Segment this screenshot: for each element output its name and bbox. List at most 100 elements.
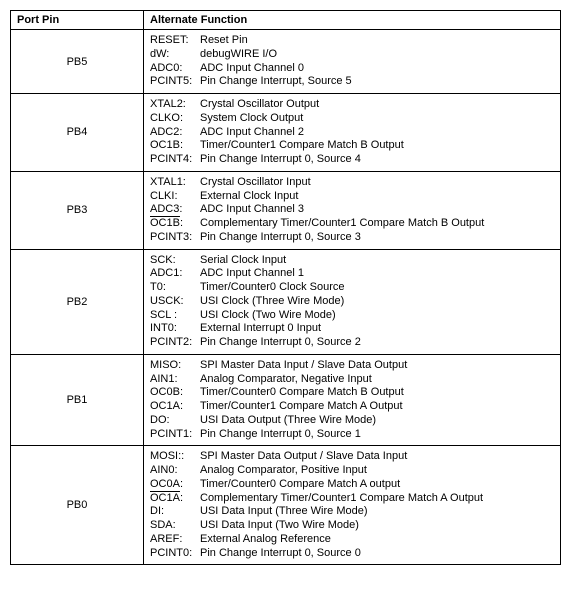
signal-name: MISO: — [150, 359, 200, 373]
function-line: AIN0:Analog Comparator, Positive Input — [150, 464, 554, 478]
signal-description: ADC Input Channel 0 — [200, 62, 304, 76]
port-pin-cell: PB1 — [11, 354, 144, 446]
signal-name: PCINT0: — [150, 547, 200, 561]
signal-name: PCINT3: — [150, 231, 200, 245]
signal-description: Timer/Counter1 Compare Match B Output — [200, 139, 404, 153]
signal-name: SDA: — [150, 519, 200, 533]
signal-description: External Interrupt 0 Input — [200, 322, 321, 336]
signal-name: T0: — [150, 281, 200, 295]
signal-name: CLKO: — [150, 112, 200, 126]
signal-name: USCK: — [150, 295, 200, 309]
signal-name: SCL : — [150, 309, 200, 323]
signal-name: PCINT5: — [150, 75, 200, 89]
signal-description: External Analog Reference — [200, 533, 331, 547]
function-line: OC1A:Complementary Timer/Counter1 Compar… — [150, 492, 554, 506]
function-line: MISO:SPI Master Data Input / Slave Data … — [150, 359, 554, 373]
signal-description: System Clock Output — [200, 112, 303, 126]
signal-description: Analog Comparator, Negative Input — [200, 373, 372, 387]
function-line: INT0:External Interrupt 0 Input — [150, 322, 554, 336]
function-line: PCINT4:Pin Change Interrupt 0, Source 4 — [150, 153, 554, 167]
signal-description: SPI Master Data Input / Slave Data Outpu… — [200, 359, 407, 373]
signal-description: USI Clock (Three Wire Mode) — [200, 295, 344, 309]
function-line: RESET:Reset Pin — [150, 34, 554, 48]
function-line: ADC2:ADC Input Channel 2 — [150, 126, 554, 140]
alternate-function-cell: MOSI::SPI Master Data Output / Slave Dat… — [144, 446, 561, 565]
signal-name: OC1A: — [150, 400, 200, 414]
signal-name: PCINT4: — [150, 153, 200, 167]
function-line: ADC1:ADC Input Channel 1 — [150, 267, 554, 281]
function-line: PCINT2:Pin Change Interrupt 0, Source 2 — [150, 336, 554, 350]
function-line: SCK:Serial Clock Input — [150, 254, 554, 268]
signal-name: AIN0: — [150, 464, 200, 478]
header-alternate-function: Alternate Function — [144, 11, 561, 30]
signal-name: dW: — [150, 48, 200, 62]
signal-name: INT0: — [150, 322, 200, 336]
function-line: PCINT0:Pin Change Interrupt 0, Source 0 — [150, 547, 554, 561]
function-line: CLKO:System Clock Output — [150, 112, 554, 126]
signal-description: Timer/Counter0 Compare Match A output — [200, 478, 400, 492]
function-line: ADC3:ADC Input Channel 3 — [150, 203, 554, 217]
table-row: PB3XTAL1:Crystal Oscillator InputCLKI:Ex… — [11, 171, 561, 249]
signal-name: ADC2: — [150, 126, 200, 140]
signal-name: OC1B: — [150, 139, 200, 153]
signal-description: Timer/Counter0 Compare Match B Output — [200, 386, 404, 400]
function-line: T0:Timer/Counter0 Clock Source — [150, 281, 554, 295]
function-line: PCINT5:Pin Change Interrupt, Source 5 — [150, 75, 554, 89]
port-pin-cell: PB2 — [11, 249, 144, 354]
alternate-function-cell: XTAL2:Crystal Oscillator OutputCLKO:Syst… — [144, 94, 561, 172]
function-line: USCK:USI Clock (Three Wire Mode) — [150, 295, 554, 309]
signal-description: USI Data Output (Three Wire Mode) — [200, 414, 376, 428]
function-line: XTAL2:Crystal Oscillator Output — [150, 98, 554, 112]
function-line: OC1A:Timer/Counter1 Compare Match A Outp… — [150, 400, 554, 414]
signal-name: MOSI:: — [150, 450, 200, 464]
signal-name: DO: — [150, 414, 200, 428]
function-line: XTAL1:Crystal Oscillator Input — [150, 176, 554, 190]
signal-description: Timer/Counter1 Compare Match A Output — [200, 400, 403, 414]
signal-description: Reset Pin — [200, 34, 248, 48]
signal-description: Crystal Oscillator Input — [200, 176, 311, 190]
signal-description: ADC Input Channel 3 — [200, 203, 304, 217]
signal-name: DI: — [150, 505, 200, 519]
port-pin-cell: PB4 — [11, 94, 144, 172]
signal-name: OC0B: — [150, 386, 200, 400]
signal-name: XTAL1: — [150, 176, 200, 190]
port-pin-cell: PB0 — [11, 446, 144, 565]
pin-function-table: Port Pin Alternate Function PB5RESET:Res… — [10, 10, 561, 565]
signal-name: RESET: — [150, 34, 200, 48]
function-line: PCINT3:Pin Change Interrupt 0, Source 3 — [150, 231, 554, 245]
signal-description: Analog Comparator, Positive Input — [200, 464, 367, 478]
function-line: CLKI:External Clock Input — [150, 190, 554, 204]
signal-description: SPI Master Data Output / Slave Data Inpu… — [200, 450, 407, 464]
header-port-pin: Port Pin — [11, 11, 144, 30]
function-line: AIN1:Analog Comparator, Negative Input — [150, 373, 554, 387]
alternate-function-cell: MISO:SPI Master Data Input / Slave Data … — [144, 354, 561, 446]
function-line: PCINT1:Pin Change Interrupt 0, Source 1 — [150, 428, 554, 442]
signal-name: ADC1: — [150, 267, 200, 281]
table-row: PB0 MOSI::SPI Master Data Output / Slave … — [11, 446, 561, 565]
signal-name: AREF: — [150, 533, 200, 547]
signal-description: Pin Change Interrupt 0, Source 2 — [200, 336, 361, 350]
function-line: OC0B:Timer/Counter0 Compare Match B Outp… — [150, 386, 554, 400]
alternate-function-cell: RESET:Reset PindW:debugWIRE I/OADC0:ADC … — [144, 30, 561, 94]
function-line: OC1B:Complementary Timer/Counter1 Compar… — [150, 217, 554, 231]
signal-name: OC0A: — [150, 478, 200, 492]
function-line: MOSI::SPI Master Data Output / Slave Dat… — [150, 450, 554, 464]
signal-name: OC1B: — [150, 217, 200, 231]
signal-name: XTAL2: — [150, 98, 200, 112]
signal-description: External Clock Input — [200, 190, 298, 204]
signal-description: Complementary Timer/Counter1 Compare Mat… — [200, 217, 484, 231]
signal-name: ADC0: — [150, 62, 200, 76]
signal-description: Pin Change Interrupt 0, Source 1 — [200, 428, 361, 442]
signal-description: Pin Change Interrupt 0, Source 3 — [200, 231, 361, 245]
signal-name: ADC3: — [150, 203, 200, 217]
function-line: AREF:External Analog Reference — [150, 533, 554, 547]
function-line: ADC0:ADC Input Channel 0 — [150, 62, 554, 76]
signal-description: Serial Clock Input — [200, 254, 286, 268]
signal-description: USI Data Input (Three Wire Mode) — [200, 505, 368, 519]
signal-name: PCINT2: — [150, 336, 200, 350]
table-row: PB5RESET:Reset PindW:debugWIRE I/OADC0:A… — [11, 30, 561, 94]
signal-description: Crystal Oscillator Output — [200, 98, 319, 112]
signal-description: ADC Input Channel 2 — [200, 126, 304, 140]
function-line: SDA:USI Data Input (Two Wire Mode) — [150, 519, 554, 533]
function-line: dW:debugWIRE I/O — [150, 48, 554, 62]
